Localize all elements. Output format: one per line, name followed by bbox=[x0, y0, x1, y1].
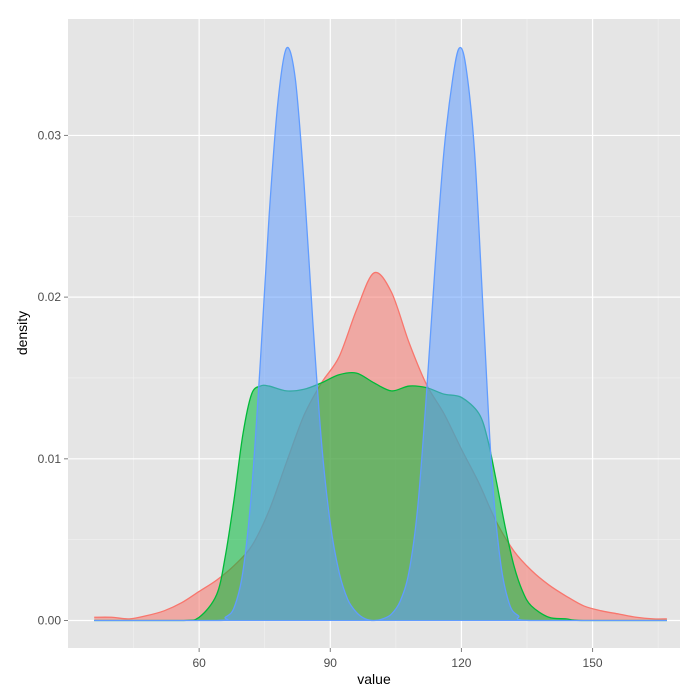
x-tick-label: 60 bbox=[192, 656, 206, 670]
density-line-2 bbox=[94, 371, 667, 622]
x-tick-label: 120 bbox=[451, 656, 471, 670]
density-line-1 bbox=[94, 271, 667, 620]
x-axis-title: value bbox=[357, 671, 391, 687]
x-axis-ticks: 60 90 120 150 bbox=[192, 648, 603, 670]
x-tick-label: 150 bbox=[583, 656, 603, 670]
density-areas bbox=[94, 46, 667, 622]
y-tick-label: 0.01 bbox=[38, 452, 62, 466]
y-tick-label: 0.02 bbox=[38, 290, 62, 304]
y-tick-label: 0.03 bbox=[38, 128, 62, 142]
density-area-2 bbox=[94, 372, 667, 621]
y-tick-label: 0.00 bbox=[38, 614, 62, 628]
x-tick-label: 90 bbox=[324, 656, 338, 670]
y-axis-title: density bbox=[14, 311, 30, 355]
y-axis-ticks: 0.00 0.01 0.02 0.03 bbox=[38, 128, 68, 628]
